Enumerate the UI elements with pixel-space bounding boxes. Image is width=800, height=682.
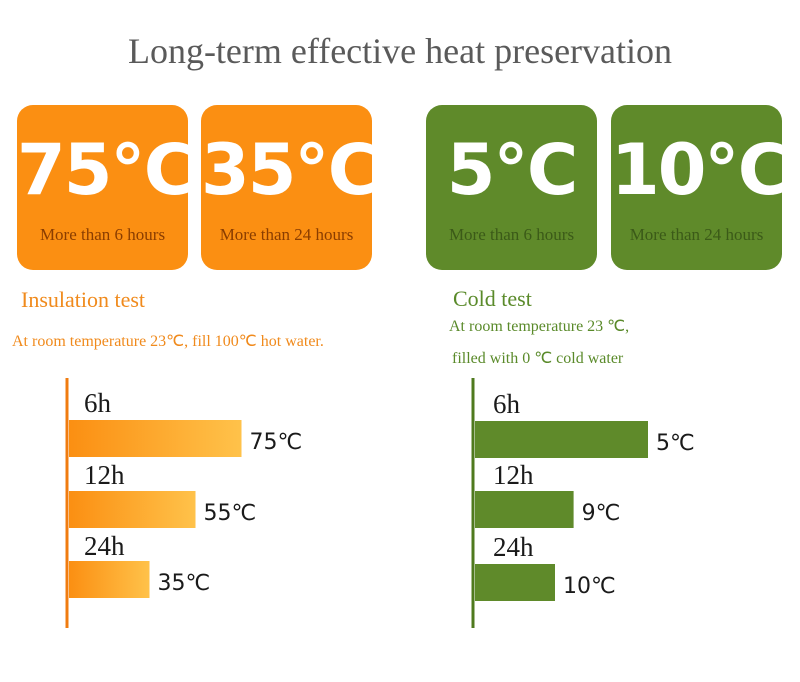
insulation-category-label-12h: 12h: [84, 460, 125, 490]
cold-chart: 5℃ 6h 9℃ 12h 10℃ 24h: [471, 378, 695, 628]
stat-caption: More than 24 hours: [629, 225, 764, 244]
insulation-data-label-12h: 55℃: [204, 501, 257, 526]
cold-category-label-12h: 12h: [493, 460, 534, 490]
insulation-test-note: At room temperature 23℃, fill 100℃ hot w…: [12, 333, 324, 350]
stat-value: 5℃: [446, 129, 578, 211]
cold-category-label-6h: 6h: [493, 389, 521, 419]
stat-card-cold-6h: 5℃ More than 6 hours: [426, 105, 597, 270]
stat-value: 35℃: [201, 129, 372, 211]
stat-caption: More than 6 hours: [448, 225, 575, 244]
insulation-test-title: Insulation test: [21, 287, 146, 312]
stat-caption: More than 6 hours: [39, 225, 166, 244]
stat-value: 75℃: [17, 129, 188, 211]
insulation-category-label-24h: 24h: [84, 531, 125, 561]
cold-category-label-24h: 24h: [493, 532, 534, 562]
insulation-chart: 75℃ 6h 55℃ 12h 35℃ 24h: [65, 378, 303, 628]
insulation-bar-6h: [69, 420, 242, 457]
cold-bar-12h: [475, 491, 574, 528]
insulation-data-label-24h: 35℃: [158, 571, 211, 596]
cold-data-label-6h: 5℃: [656, 431, 695, 456]
insulation-data-label-6h: 75℃: [250, 430, 303, 455]
cold-data-label-12h: 9℃: [582, 501, 621, 526]
stat-caption: More than 24 hours: [219, 225, 354, 244]
page-title: Long-term effective heat preservation: [127, 31, 673, 71]
stat-card-hot-24h: 35℃ More than 24 hours: [201, 105, 372, 270]
stat-card-cold-24h: 10℃ More than 24 hours: [611, 105, 782, 270]
stat-value: 10℃: [611, 129, 782, 211]
cold-test-note-line2: filled with 0 ℃ cold water: [452, 350, 624, 367]
cold-data-label-24h: 10℃: [563, 574, 616, 599]
stat-card-hot-6h: 75℃ More than 6 hours: [17, 105, 188, 270]
insulation-bar-12h: [69, 491, 196, 528]
cold-bar-24h: [475, 564, 555, 601]
cold-test-title: Cold test: [453, 286, 532, 311]
insulation-category-label-6h: 6h: [84, 388, 112, 418]
cold-test-note-line1: At room temperature 23 ℃,: [449, 318, 630, 335]
insulation-bar-24h: [69, 561, 150, 598]
cold-bar-6h: [475, 421, 648, 458]
